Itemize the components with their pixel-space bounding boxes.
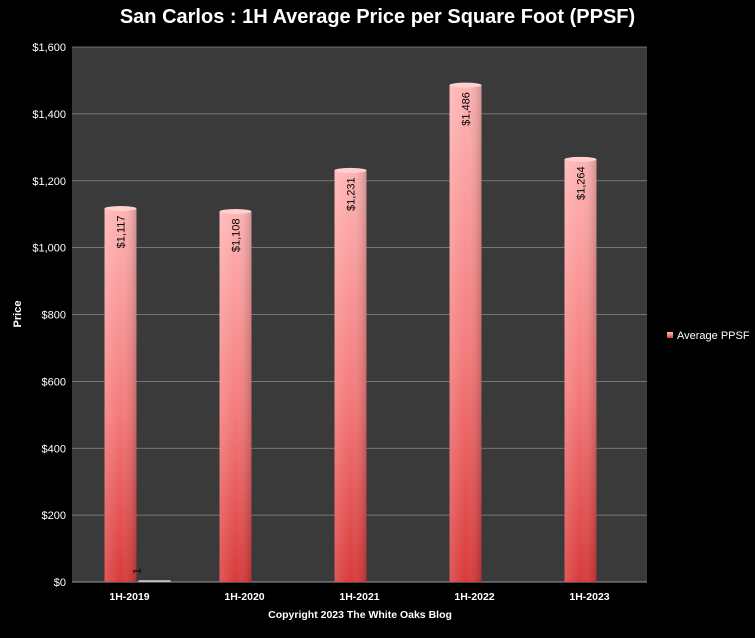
bar-cap bbox=[104, 206, 137, 212]
bar-shading bbox=[449, 85, 482, 583]
data-label: $1,264 bbox=[576, 166, 588, 200]
data-label: $1,231 bbox=[346, 177, 358, 211]
y-tick-label: $400 bbox=[42, 443, 66, 455]
data-label: $1,486 bbox=[461, 92, 473, 126]
x-tick-label: 1H-2021 bbox=[339, 591, 379, 603]
x-tick-label: 1H-2023 bbox=[569, 591, 609, 603]
x-tick-label: 1H-2020 bbox=[224, 591, 264, 603]
y-tick-label: $1,000 bbox=[32, 243, 66, 255]
data-label: 1 bbox=[132, 568, 144, 574]
y-axis-label: Price bbox=[12, 301, 24, 328]
bar-cap bbox=[219, 209, 252, 215]
y-tick-label: $800 bbox=[42, 310, 66, 322]
bar-cap bbox=[334, 167, 367, 173]
x-axis-label: Copyright 2023 The White Oaks Blog bbox=[268, 609, 452, 621]
y-tick-label: $200 bbox=[42, 510, 66, 522]
chart-title: San Carlos : 1H Average Price per Square… bbox=[119, 6, 636, 28]
bar-cap bbox=[449, 82, 482, 88]
bar-shading bbox=[564, 159, 597, 582]
bar-cap bbox=[564, 156, 597, 162]
y-tick-label: $600 bbox=[42, 376, 66, 388]
data-label: $1,108 bbox=[231, 219, 243, 253]
legend: Average PPSF bbox=[667, 330, 750, 342]
bar-shading bbox=[104, 208, 137, 583]
bar-shading bbox=[219, 211, 252, 582]
y-tick-label: $0 bbox=[54, 577, 66, 589]
bar-shading bbox=[334, 170, 367, 582]
y-tick-label: $1,200 bbox=[32, 176, 66, 188]
data-label: $1,117 bbox=[116, 216, 128, 249]
y-tick-label: $1,400 bbox=[32, 109, 66, 121]
y-tick-label: $1,600 bbox=[32, 42, 66, 54]
x-tick-label: 1H-2019 bbox=[109, 591, 149, 603]
bar bbox=[138, 580, 171, 582]
legend-label: Average PPSF bbox=[677, 330, 750, 342]
legend-swatch bbox=[667, 332, 673, 338]
x-tick-label: 1H-2022 bbox=[454, 591, 494, 603]
